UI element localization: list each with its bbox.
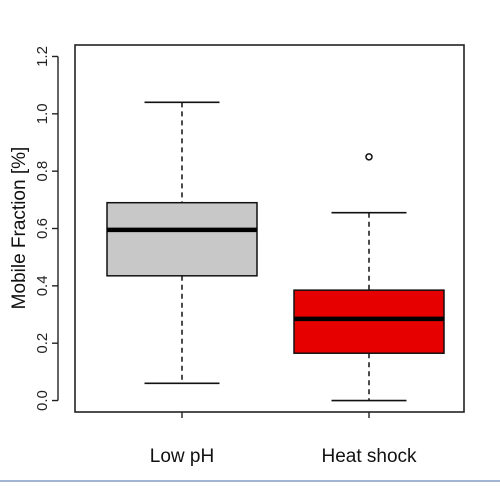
iqr-box	[106, 201, 258, 277]
boxes-group	[106, 101, 445, 402]
y-axis: 0.0 0.2 0.4 0.6 0.8 1.0 1.2	[34, 46, 59, 411]
y-tick-label: 0.0	[34, 390, 51, 411]
y-tick-label: 0.2	[34, 333, 51, 354]
y-tick-label: 1.0	[34, 103, 51, 124]
y-tick-label: 1.2	[34, 46, 51, 67]
y-tick-label: 0.6	[34, 218, 51, 239]
box-low-ph	[106, 101, 258, 385]
y-tick-label: 0.8	[34, 161, 51, 182]
y-axis-title: Mobile Fraction [%]	[9, 147, 30, 310]
x-tick-label: Low pH	[150, 446, 214, 467]
x-axis: Low pH Heat shock	[150, 412, 417, 467]
iqr-box	[293, 289, 445, 354]
x-tick-label: Heat shock	[321, 446, 417, 467]
plot-frame	[74, 44, 465, 413]
y-tick-label: 0.4	[34, 275, 51, 296]
outlier-point	[365, 153, 373, 161]
box-heat-shock	[293, 153, 445, 402]
